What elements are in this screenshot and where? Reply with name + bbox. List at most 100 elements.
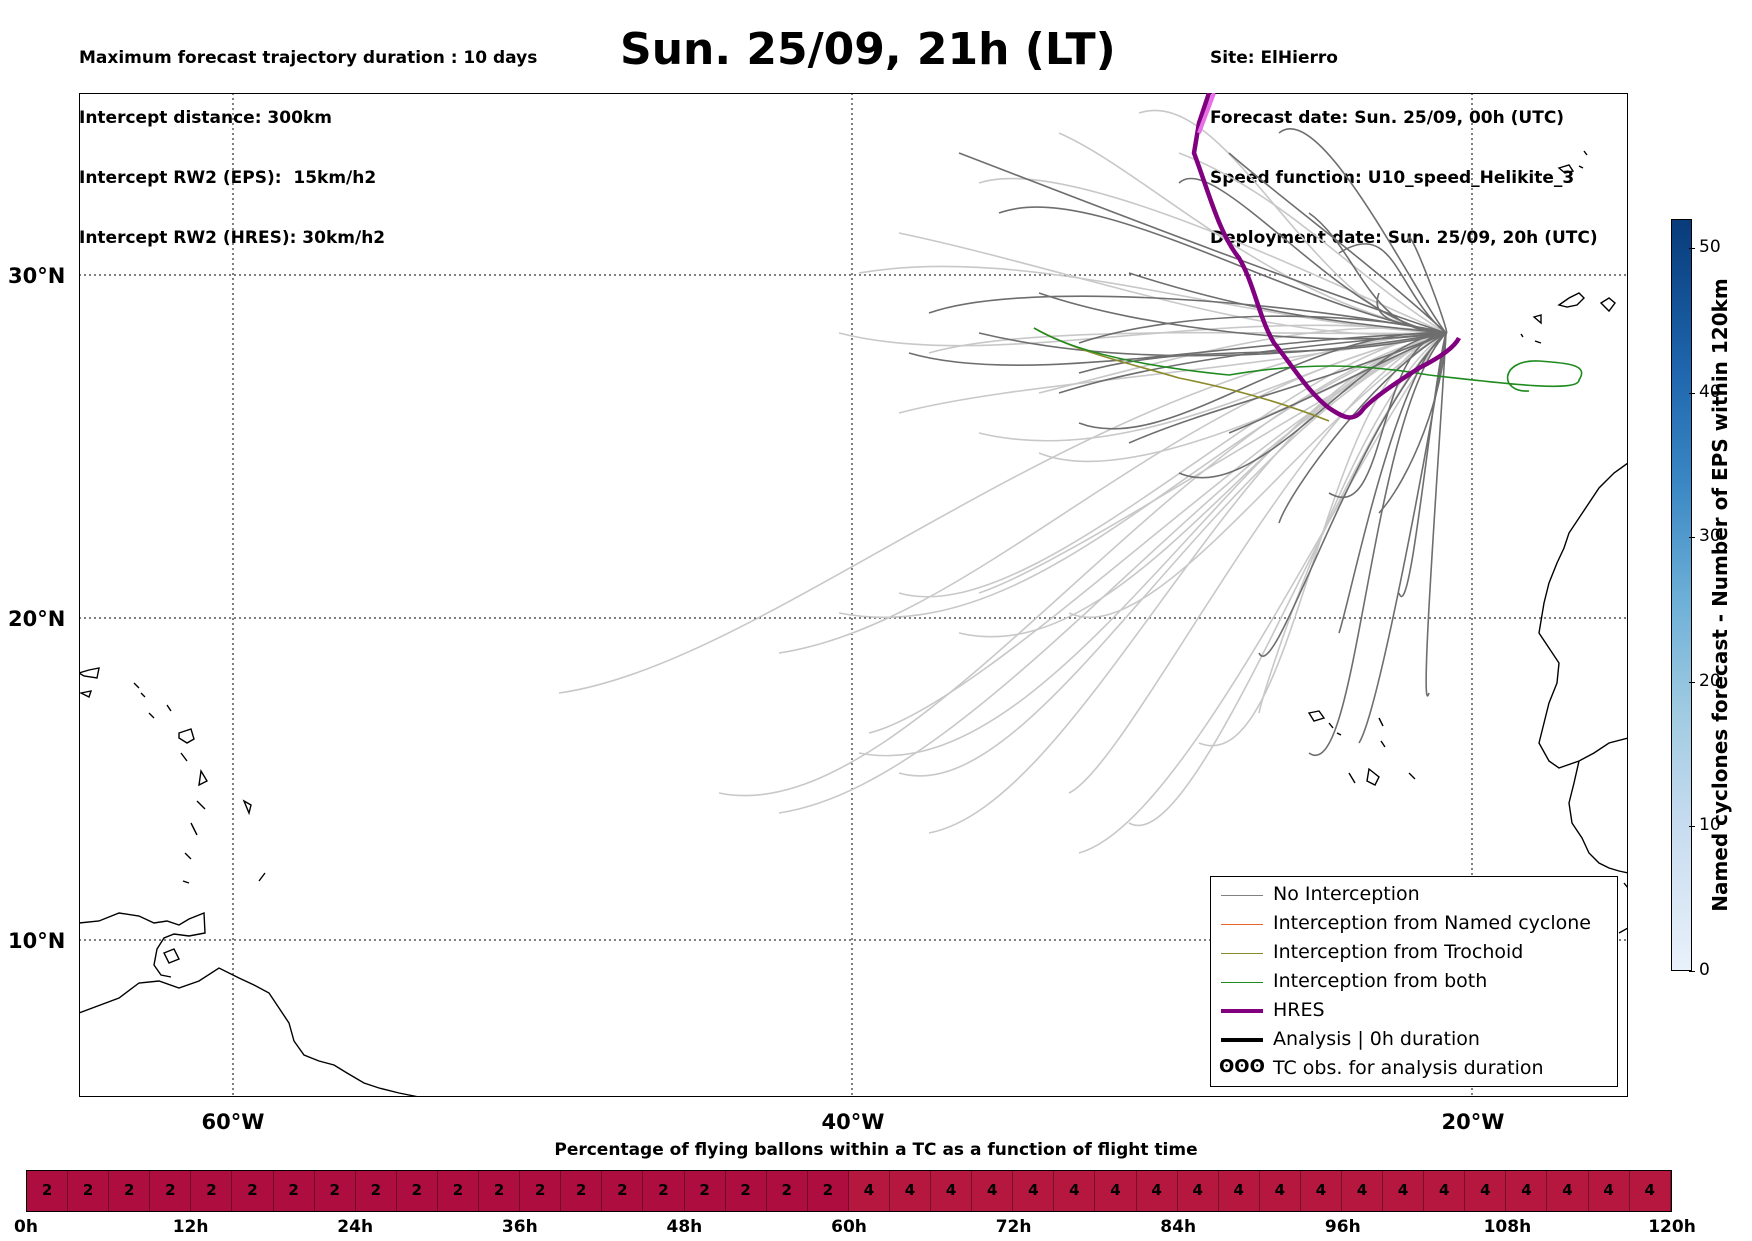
trajectory-both <box>1033 326 1582 392</box>
trajectory-hres-late <box>1196 92 1216 134</box>
flight-bar-cell: 2 <box>643 1171 685 1211</box>
legend-label: No Interception <box>1273 883 1420 905</box>
trajectory-line <box>928 294 1446 334</box>
trajectory-line <box>1397 332 1447 597</box>
trajectory-line <box>1257 331 1446 713</box>
colorbar <box>1671 219 1692 971</box>
flight-bar-tick-label: 60h <box>831 1217 867 1237</box>
legend-label: TC obs. for analysis duration <box>1273 1057 1544 1079</box>
flight-bar-cell: 4 <box>1259 1171 1301 1211</box>
trajectory-line <box>998 205 1446 334</box>
legend-item-hres: HRES <box>1211 997 1617 1026</box>
flight-bar-tick-label: 96h <box>1324 1217 1361 1237</box>
trajectory-line <box>778 331 1446 814</box>
colorbar-tick-mark <box>1689 681 1695 683</box>
flight-bar-cell: 2 <box>520 1171 562 1211</box>
trajectory-line <box>1038 331 1446 462</box>
trajectory-line <box>868 331 1446 734</box>
legend-swatch <box>1221 895 1263 896</box>
trajectory-hres <box>1191 92 1461 420</box>
trajectory-trochoid <box>1033 326 1329 422</box>
lat-label-20n: 20°N <box>8 607 66 631</box>
legend-item-trochoid: Interception from Trochoid <box>1211 939 1617 968</box>
header-left-line: Maximum forecast trajectory duration : 1… <box>79 48 538 68</box>
legend-swatch <box>1221 953 1263 954</box>
colorbar-tick-mark <box>1689 392 1695 394</box>
legend-swatch <box>1221 924 1263 925</box>
flight-bar-cell: 2 <box>68 1171 110 1211</box>
cape-verde <box>1307 709 1415 786</box>
trajectory-line <box>1424 332 1447 697</box>
flight-bar-cell: 2 <box>479 1171 521 1211</box>
flight-bar-tick-label: 24h <box>337 1217 374 1237</box>
trajectory-line <box>1257 331 1447 657</box>
flight-bar-cell: 4 <box>889 1171 932 1211</box>
legend-item-analysis: Analysis | 0h duration <box>1211 1026 1617 1055</box>
trajectory-line <box>898 231 1446 336</box>
trajectory-line <box>898 331 1446 597</box>
trajectory-line <box>958 151 1446 334</box>
flight-bar-cell: 4 <box>931 1171 973 1211</box>
trajectory-line <box>1407 236 1447 334</box>
flight-bar-cell: 4 <box>1588 1171 1630 1211</box>
legend-swatch <box>1221 982 1263 983</box>
lat-label-10n: 10°N <box>8 929 66 953</box>
colorbar-tick-label: 50 <box>1699 236 1721 257</box>
legend-swatch <box>1221 1038 1263 1042</box>
flight-bar-cell: 4 <box>1465 1171 1507 1211</box>
colorbar-tick-label: 20 <box>1699 670 1721 691</box>
trajectory-line <box>1228 331 1446 434</box>
flight-bar-cell: 2 <box>109 1171 151 1211</box>
lon-label-40w: 40°W <box>821 1110 885 1134</box>
main-title: Sun. 25/09, 21h (LT) <box>620 24 1116 75</box>
flight-bar-cell: 4 <box>848 1171 890 1211</box>
header-left-line: Intercept distance: 300km <box>79 108 332 128</box>
flight-bar-tick-label: 12h <box>172 1217 209 1237</box>
flight-bar-cell: 4 <box>1136 1171 1178 1211</box>
trajectory-line <box>1328 331 1446 498</box>
trajectory-line <box>838 331 1446 618</box>
trajectory-line <box>898 331 1446 776</box>
trajectory-line <box>1177 177 1446 334</box>
legend: No Interception Interception from Named … <box>1210 876 1618 1087</box>
trajectory-line <box>908 331 1446 366</box>
cuba-like <box>242 798 252 815</box>
trajectory-line <box>1128 271 1446 334</box>
flight-bar-cell: 2 <box>807 1171 849 1211</box>
africa-coast-lower <box>1567 760 1628 874</box>
flight-bar-tick-label: 36h <box>501 1217 538 1237</box>
legend-item-both: Interception from both <box>1211 968 1617 997</box>
trajectory-line <box>1308 331 1447 756</box>
flight-bar-cell: 4 <box>1095 1171 1137 1211</box>
flight-bar-cell: 4 <box>1013 1171 1055 1211</box>
legend-label: Interception from Trochoid <box>1273 941 1524 963</box>
flight-bar-cell: 4 <box>972 1171 1014 1211</box>
trajectory-line <box>1337 331 1446 633</box>
flight-bar-cell: 2 <box>561 1171 603 1211</box>
legend-item-tc-obs: ʘʘʘ TC obs. for analysis duration <box>1211 1055 1617 1084</box>
header-right-line: Speed function: U10_speed_Helikite_3 <box>1210 168 1575 188</box>
tc-obs-symbol-icon: ʘʘʘ <box>1219 1056 1265 1077</box>
colorbar-tick-label: 30 <box>1699 526 1721 547</box>
trajectory-line <box>1078 331 1446 374</box>
trajectory-line <box>1277 331 1446 523</box>
trajectory-line <box>958 331 1446 637</box>
colorbar-tick-mark <box>1689 247 1695 249</box>
ensemble-trajectories-dark <box>908 127 1447 756</box>
trajectory-line <box>858 265 1446 334</box>
trajectory-line <box>1058 131 1446 334</box>
flight-bar-cell: 4 <box>1506 1171 1548 1211</box>
trajectory-line <box>1308 211 1446 334</box>
coastline <box>78 150 1628 1097</box>
flight-bar-cell: 4 <box>1054 1171 1096 1211</box>
flight-bar-cell: 4 <box>1547 1171 1589 1211</box>
trajectory-line <box>1338 242 1447 334</box>
colorbar-tick-mark <box>1689 826 1695 828</box>
west-africa-fragments <box>1618 882 1628 934</box>
header-left-info: Maximum forecast trajectory duration : 1… <box>79 8 537 268</box>
header-right-line: Site: ElHierro <box>1210 48 1338 68</box>
legend-swatch <box>1221 1009 1263 1013</box>
flight-bar-cell: 2 <box>232 1171 274 1211</box>
venezuela-coast <box>78 911 206 978</box>
